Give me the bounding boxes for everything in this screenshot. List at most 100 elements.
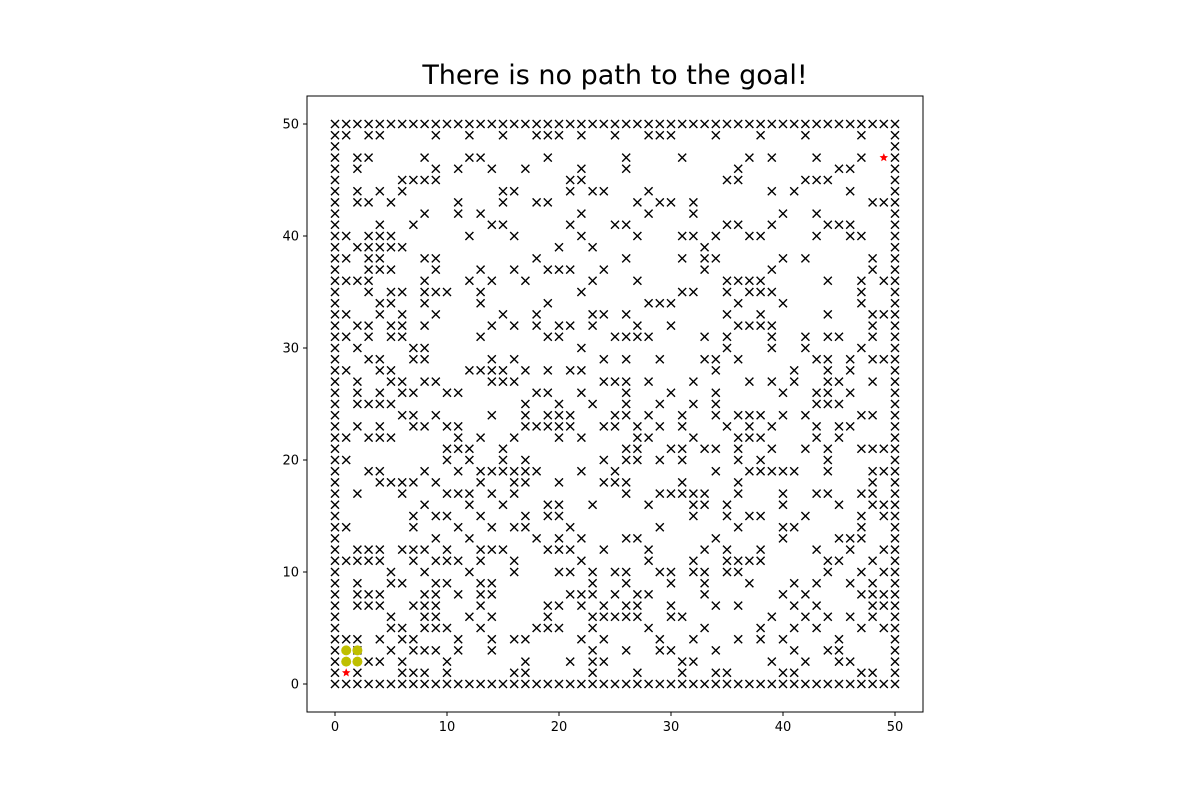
obstacle-marker — [397, 186, 407, 196]
obstacle-marker — [509, 321, 519, 331]
obstacle-marker — [442, 679, 452, 689]
obstacle-marker — [733, 354, 743, 364]
obstacle-marker — [778, 298, 788, 308]
obstacle-marker — [756, 466, 766, 476]
obstacle-marker — [711, 645, 721, 655]
obstacle-marker — [800, 612, 810, 622]
obstacle-marker — [890, 511, 900, 521]
x-tick-label: 10 — [439, 720, 456, 735]
obstacle-marker — [688, 500, 698, 510]
obstacle-marker — [330, 589, 340, 599]
obstacle-marker — [476, 589, 486, 599]
obstacle-marker — [610, 220, 620, 230]
obstacle-marker — [375, 265, 385, 275]
obstacle-marker — [509, 466, 519, 476]
obstacle-marker — [767, 466, 777, 476]
obstacle-marker — [688, 399, 698, 409]
obstacle-marker — [565, 421, 575, 431]
obstacle-marker — [812, 354, 822, 364]
obstacle-marker — [576, 601, 586, 611]
obstacle-marker — [576, 175, 586, 185]
obstacle-marker — [778, 668, 788, 678]
obstacle-marker — [330, 321, 340, 331]
obstacle-marker — [823, 309, 833, 319]
obstacle-marker — [834, 377, 844, 387]
x-tick-label: 50 — [887, 720, 904, 735]
obstacle-marker — [576, 466, 586, 476]
obstacle-marker — [621, 578, 631, 588]
obstacle-marker — [778, 679, 788, 689]
path-node-markers — [341, 645, 363, 667]
obstacle-marker — [733, 175, 743, 185]
obstacle-marker — [621, 612, 631, 622]
x-tick-label: 20 — [551, 720, 568, 735]
obstacle-marker — [554, 623, 564, 633]
obstacle-marker — [610, 421, 620, 431]
obstacle-marker — [352, 601, 362, 611]
obstacle-marker — [890, 466, 900, 476]
obstacle-marker — [644, 186, 654, 196]
obstacle-marker — [845, 231, 855, 241]
obstacle-marker — [890, 276, 900, 286]
obstacle-marker — [476, 433, 486, 443]
obstacle-marker — [599, 545, 609, 555]
obstacle-marker — [879, 466, 889, 476]
obstacle-marker — [666, 321, 676, 331]
obstacle-marker — [677, 668, 687, 678]
obstacle-marker — [509, 567, 519, 577]
obstacle-marker — [330, 444, 340, 454]
obstacle-marker — [834, 634, 844, 644]
obstacle-marker — [812, 421, 822, 431]
obstacle-marker — [856, 623, 866, 633]
obstacle-marker — [431, 612, 441, 622]
obstacle-marker — [397, 332, 407, 342]
obstacle-marker — [868, 410, 878, 420]
obstacle-marker — [476, 679, 486, 689]
obstacle-marker — [621, 153, 631, 163]
obstacle-marker — [666, 298, 676, 308]
obstacle-marker — [856, 511, 866, 521]
obstacle-marker — [420, 612, 430, 622]
obstacle-marker — [420, 589, 430, 599]
obstacle-marker — [778, 489, 788, 499]
obstacle-marker — [520, 668, 530, 678]
obstacle-marker — [890, 612, 900, 622]
obstacle-marker — [834, 556, 844, 566]
y-tick-label: 0 — [291, 678, 299, 693]
obstacle-marker — [386, 433, 396, 443]
obstacle-marker — [688, 679, 698, 689]
obstacle-marker — [744, 556, 754, 566]
obstacle-marker — [632, 433, 642, 443]
obstacle-marker — [610, 567, 620, 577]
obstacle-marker — [498, 186, 508, 196]
obstacle-marker — [789, 365, 799, 375]
obstacle-marker — [599, 477, 609, 487]
obstacle-marker — [554, 433, 564, 443]
obstacle-marker — [879, 119, 889, 129]
obstacle-marker — [666, 679, 676, 689]
obstacle-marker — [700, 623, 710, 633]
obstacle-marker — [812, 153, 822, 163]
obstacle-marker — [666, 444, 676, 454]
obstacle-marker — [890, 645, 900, 655]
obstacle-marker — [856, 287, 866, 297]
obstacle-marker — [330, 679, 340, 689]
obstacle-marker — [453, 589, 463, 599]
obstacle-marker — [341, 253, 351, 263]
obstacle-marker — [543, 298, 553, 308]
obstacle-marker — [845, 164, 855, 174]
obstacle-marker — [800, 410, 810, 420]
obstacle-marker — [330, 309, 340, 319]
obstacle-marker — [677, 153, 687, 163]
obstacle-marker — [599, 265, 609, 275]
obstacle-marker — [588, 276, 598, 286]
obstacle-marker — [565, 657, 575, 667]
obstacle-marker — [632, 455, 642, 465]
obstacle-marker — [890, 130, 900, 140]
obstacle-marker — [890, 533, 900, 543]
obstacle-marker — [588, 668, 598, 678]
obstacle-marker — [879, 623, 889, 633]
obstacle-marker — [812, 489, 822, 499]
obstacle-marker — [386, 231, 396, 241]
obstacle-marker — [464, 455, 474, 465]
